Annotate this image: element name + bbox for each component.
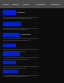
Bar — [3, 10, 15, 14]
Bar — [3, 70, 17, 72]
Bar — [3, 52, 19, 55]
Bar — [3, 44, 15, 46]
Bar — [3, 22, 20, 25]
Bar — [3, 33, 19, 36]
Bar — [0, 0, 64, 7]
Bar — [3, 61, 15, 63]
